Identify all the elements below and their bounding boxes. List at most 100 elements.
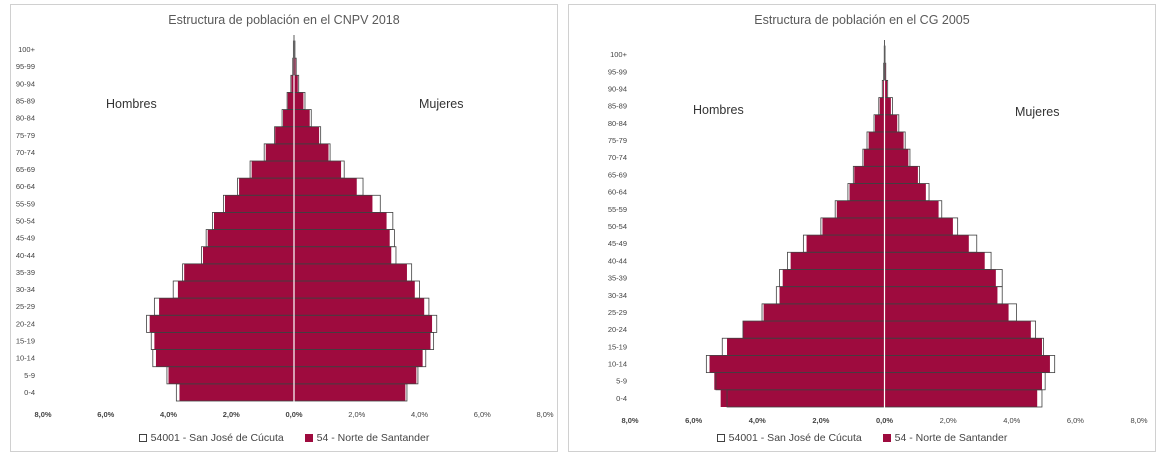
bar-women-5-9 — [294, 366, 417, 384]
women-label-2005: Mujeres — [1015, 105, 1060, 119]
bar-men-80-84 — [874, 114, 885, 132]
age-label-60-64: 60-64 — [608, 188, 627, 197]
age-label-95-99: 95-99 — [16, 62, 35, 71]
bar-women-25-29 — [294, 298, 425, 316]
legend-2005: 54001 - San José de Cúcuta 54 - Norte de… — [569, 432, 1155, 445]
bar-women-20-24 — [884, 321, 1031, 339]
age-label-0-4: 0-4 — [24, 388, 35, 397]
bar-women-10-14 — [884, 355, 1050, 373]
bar-men-35-39 — [782, 269, 885, 287]
bar-men-60-64 — [239, 178, 294, 196]
age-label-5-9: 5-9 — [616, 377, 627, 386]
age-label-50-54: 50-54 — [608, 222, 627, 231]
bar-men-0-4 — [720, 389, 885, 407]
pyramid-chart-2005: 0-4 5-9 10-14 15-19 20-24 25-29 30-34 35-39 40-4… — [608, 40, 1148, 425]
bar-women-60-64 — [294, 178, 357, 196]
age-label-55-59: 55-59 — [608, 205, 627, 214]
bar-women-45-49 — [884, 235, 969, 253]
x-tick-label: 2,0% — [940, 416, 957, 425]
bar-men-65-69 — [251, 161, 294, 179]
x-tick-label: 6,0% — [1067, 416, 1084, 425]
pyramid-panel-2018: 0-4 5-9 10-14 15-19 20-24 25-29 30-34 35-39 40-4… — [10, 4, 558, 452]
age-label-15-19: 15-19 — [608, 342, 627, 351]
x-tick-label: 2,0% — [812, 416, 829, 425]
bar-men-55-59 — [836, 200, 885, 218]
bar-men-90-94 — [882, 80, 885, 98]
bar-men-45-49 — [207, 229, 294, 247]
bar-women-30-34 — [884, 286, 998, 304]
age-label-20-24: 20-24 — [608, 325, 627, 334]
bar-men-40-44 — [790, 252, 885, 270]
legend-swatch-fill — [304, 434, 313, 442]
age-label-50-54: 50-54 — [16, 217, 35, 226]
women-label-2018: Mujeres — [419, 97, 464, 111]
legend-swatch-outline — [138, 434, 147, 442]
bar-women-65-69 — [294, 161, 342, 179]
x-tick-label: 8,0% — [621, 416, 638, 425]
men-label-2005: Hombres — [693, 103, 744, 117]
pyramid-panel-2005: 0-4 5-9 10-14 15-19 20-24 25-29 30-34 35-39 40-4… — [568, 4, 1156, 452]
age-label-70-74: 70-74 — [16, 148, 35, 157]
age-label-35-39: 35-39 — [608, 274, 627, 283]
age-label-0-4: 0-4 — [616, 394, 627, 403]
bar-women-15-19 — [294, 332, 431, 350]
bar-women-10-14 — [294, 349, 423, 367]
bar-men-80-84 — [283, 109, 294, 127]
bar-men-50-54 — [822, 217, 885, 236]
age-label-30-34: 30-34 — [16, 285, 35, 294]
x-tick-label: 0,0% — [285, 410, 302, 419]
age-label-40-44: 40-44 — [16, 251, 35, 260]
age-label-80-84: 80-84 — [16, 114, 35, 123]
pyramid-chart-2018: 0-4 5-9 10-14 15-19 20-24 25-29 30-34 35-39 40-4… — [16, 35, 554, 419]
bar-women-40-44 — [294, 246, 392, 264]
bar-women-85-89 — [294, 92, 304, 110]
bar-men-70-74 — [863, 149, 885, 167]
age-label-60-64: 60-64 — [16, 182, 35, 191]
bar-women-75-79 — [884, 131, 904, 150]
bar-men-90-94 — [291, 75, 294, 93]
age-label-5-9: 5-9 — [24, 371, 35, 380]
bar-men-30-34 — [779, 286, 885, 304]
age-label-75-79: 75-79 — [16, 131, 35, 140]
age-label-55-59: 55-59 — [16, 199, 35, 208]
bar-men-40-44 — [203, 246, 294, 264]
age-label-45-49: 45-49 — [16, 234, 35, 243]
bar-men-25-29 — [159, 298, 294, 316]
x-tick-label: 4,0% — [411, 410, 428, 419]
age-label-100+: 100+ — [18, 45, 36, 54]
age-label-40-44: 40-44 — [608, 256, 627, 265]
bar-men-20-24 — [149, 315, 294, 333]
age-label-75-79: 75-79 — [608, 136, 627, 145]
bar-women-80-84 — [884, 114, 898, 132]
x-tick-label: 6,0% — [474, 410, 491, 419]
men-label-2018: Hombres — [106, 97, 157, 111]
bar-women-30-34 — [294, 281, 415, 299]
x-tick-label: 6,0% — [97, 410, 114, 419]
age-label-90-94: 90-94 — [608, 84, 627, 93]
x-tick-label: 2,0% — [223, 410, 240, 419]
age-label-30-34: 30-34 — [608, 291, 627, 300]
bar-men-10-14 — [155, 349, 294, 367]
bar-men-20-24 — [742, 321, 885, 339]
age-label-90-94: 90-94 — [16, 79, 35, 88]
bar-men-65-69 — [854, 166, 885, 184]
bar-men-50-54 — [213, 212, 294, 230]
chart-title-2018: Estructura de población en el CNPV 2018 — [168, 13, 400, 27]
bar-women-35-39 — [884, 269, 996, 287]
series-norte-santander-bars-2005 — [709, 46, 1050, 407]
x-tick-label: 6,0% — [685, 416, 702, 425]
bar-men-0-4 — [179, 383, 294, 401]
bar-women-65-69 — [884, 166, 918, 184]
bar-women-45-49 — [294, 229, 390, 247]
age-label-25-29: 25-29 — [608, 308, 627, 317]
legend-swatch-fill — [882, 434, 891, 442]
x-tick-label: 4,0% — [1003, 416, 1020, 425]
bar-men-45-49 — [806, 235, 885, 253]
x-tick-label: 8,0% — [34, 410, 51, 419]
x-tick-label: 4,0% — [160, 410, 177, 419]
bar-women-70-74 — [294, 143, 329, 161]
bar-men-75-79 — [868, 131, 885, 150]
bar-women-95-99 — [294, 58, 296, 76]
bar-women-85-89 — [884, 97, 891, 115]
age-label-100+: 100+ — [610, 50, 628, 59]
